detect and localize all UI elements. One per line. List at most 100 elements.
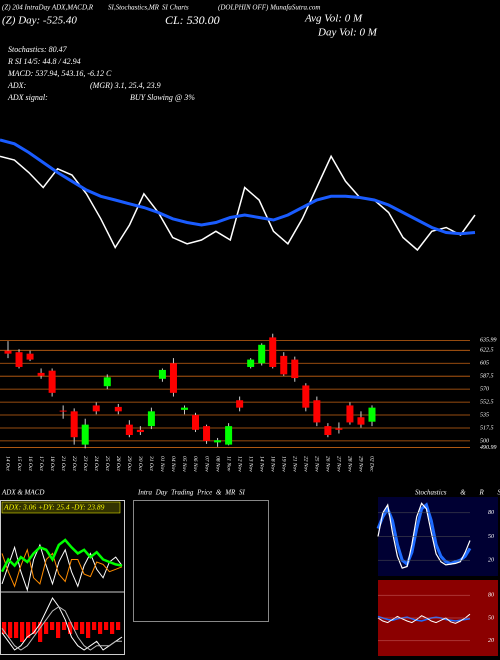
x-tick-label: 28 Oct (115, 456, 121, 471)
histogram-bar (2, 622, 7, 634)
x-tick-label: 21 Nov (292, 456, 298, 472)
histogram-bar (92, 622, 97, 630)
candle-body (15, 352, 23, 367)
histogram-bar (98, 622, 103, 634)
candle-body (368, 407, 376, 422)
x-tick-label: 07 Nov (203, 456, 209, 472)
histogram-bar (14, 622, 19, 638)
x-tick-label: 24 Oct (93, 456, 100, 471)
x-tick-label: 14 Nov (258, 456, 265, 472)
candle-body (48, 370, 56, 393)
x-tick-label: 23 Oct (82, 456, 88, 471)
histogram-bar (8, 622, 13, 638)
candle-body (92, 405, 100, 412)
label: (Z) Day: -525.40 (2, 15, 77, 27)
candle-body (169, 363, 177, 393)
x-tick-label: 18 Oct (49, 456, 55, 471)
candle-body (357, 417, 365, 425)
x-tick-label: 06 Nov (192, 456, 198, 472)
x-tick-label: 27 Nov (336, 456, 342, 472)
x-tick-label: 02 Dec (369, 456, 375, 472)
candle-body (225, 426, 233, 445)
x-tick-label: 13 Nov (247, 456, 253, 472)
label-box (1, 501, 121, 514)
x-tick-label: 26 Nov (325, 456, 331, 472)
label: Day Vol: 0 M (317, 27, 378, 39)
label: SI Charts (162, 4, 189, 12)
label: 50 (488, 615, 494, 621)
histogram-bar (56, 622, 61, 638)
candle-body (4, 350, 12, 354)
candle-body (269, 337, 277, 367)
candle-body (59, 410, 67, 412)
candle-body (103, 377, 111, 387)
x-tick-label: 04 Nov (170, 456, 177, 472)
candle-body (346, 405, 354, 423)
label: ADX: (7, 81, 27, 90)
candle-body (335, 428, 343, 430)
x-tick-label: 15 Oct (16, 456, 22, 471)
x-tick-label: 11 Nov (225, 456, 231, 472)
label: Stochastics: 80.47 (8, 45, 68, 54)
label: 517.5 (480, 425, 494, 431)
label: 635.99 (480, 338, 497, 344)
label: Avg Vol: 0 M (304, 13, 363, 25)
label: 490.99 (480, 444, 497, 451)
histogram-bar (44, 622, 49, 634)
label: Intra Day Trading Price & MR SI (137, 489, 246, 497)
label: 80 (488, 510, 494, 516)
candle-body (37, 372, 45, 376)
label: ADX signal: (7, 93, 48, 102)
label: 50 (488, 534, 494, 540)
candle-body (236, 400, 244, 408)
panel (133, 500, 269, 622)
histogram-bar (50, 622, 55, 630)
series-line (377, 615, 471, 622)
candle-body (125, 424, 133, 435)
series-line (1, 543, 123, 592)
label: ADX: 3.06 +DY: 25.4 -DY: 23.89 (3, 503, 105, 512)
candle-body (158, 369, 166, 379)
label: 20 (488, 638, 494, 644)
label: SI,Stochastics,MR (108, 4, 160, 12)
label: 570 (480, 387, 489, 393)
x-tick-label: 19 Nov (280, 456, 286, 472)
candle-body (291, 359, 299, 379)
label: ADX & MACD (1, 489, 44, 497)
label: 20 (488, 558, 494, 564)
x-tick-label: 30 Oct (137, 455, 143, 471)
label: MACD: 537.94, 543.16, -6.12 C (7, 69, 112, 78)
candle-body (258, 344, 266, 364)
series-line (0, 138, 476, 236)
label: 500 (480, 438, 489, 444)
x-tick-label: 25 Nov (314, 456, 320, 472)
candle-body (81, 424, 89, 445)
series-line (377, 613, 471, 624)
histogram-bar (74, 622, 79, 630)
histogram-bar (32, 622, 37, 634)
candle-body (114, 406, 122, 412)
label: (MGR) 3.1, 25.4, 23.9 (90, 81, 161, 90)
x-tick-label: 25 Oct (104, 456, 110, 471)
candle-body (324, 426, 332, 435)
candle-body (280, 355, 288, 375)
x-tick-label: 22 Oct (71, 456, 77, 471)
candle-body (26, 353, 34, 360)
histogram-bar (86, 622, 91, 638)
label: 80 (488, 593, 494, 599)
label: 605 (480, 361, 489, 367)
histogram-bar (116, 622, 121, 630)
candle-body (147, 411, 155, 427)
histogram-bar (68, 622, 73, 634)
x-tick-label: 05 Nov (181, 456, 187, 472)
histogram-bar (26, 622, 31, 638)
candle-body (136, 429, 144, 433)
label: BUY Slowing @ 3% (130, 93, 195, 102)
panel (0, 500, 125, 655)
candle-body (302, 385, 310, 408)
histogram-bar (20, 622, 25, 642)
x-tick-label: 01 Nov (159, 456, 165, 472)
histogram-bar (110, 622, 115, 634)
